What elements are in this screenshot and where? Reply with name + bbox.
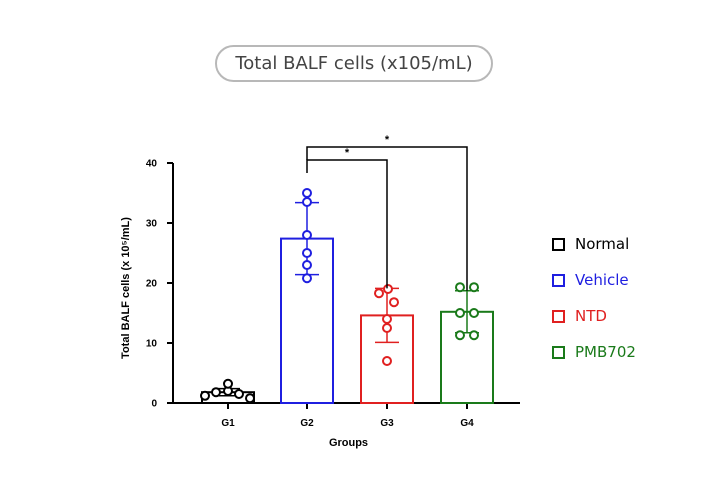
legend-swatch-ntd (552, 309, 565, 323)
y-tick-label: 0 (151, 399, 157, 410)
chart-title: Total BALF cells (x105/mL) (235, 53, 473, 74)
x-tick-label: G2 (300, 418, 314, 429)
data-point (455, 282, 465, 293)
data-point (302, 248, 312, 258)
x-axis-label: Groups (329, 437, 368, 449)
legend-swatch-vehicle (552, 273, 565, 287)
legend-swatch-normal (552, 237, 565, 251)
significance-bracket-g2-g4-label: * (385, 134, 390, 146)
data-point (382, 314, 392, 324)
data-point (455, 308, 465, 318)
data-point (382, 356, 392, 366)
bar-g2 (280, 237, 334, 404)
data-point (302, 260, 312, 270)
legend-item-ntd: NTD (552, 298, 636, 334)
data-point (374, 288, 384, 299)
legend-item-vehicle: Vehicle (552, 262, 636, 298)
significance-bracket-g2-g4 (306, 146, 468, 291)
data-point (211, 387, 221, 398)
y-tick-label: 10 (146, 339, 158, 350)
legend-swatch-pmb702 (552, 345, 565, 359)
data-point (383, 284, 393, 294)
data-point (455, 330, 465, 341)
data-point (302, 273, 312, 284)
data-point (245, 393, 255, 404)
data-point (302, 197, 312, 207)
data-point (302, 230, 312, 240)
data-point (389, 297, 399, 308)
data-point (469, 330, 479, 341)
chart-title-box: Total BALF cells (x105/mL) (215, 45, 493, 82)
data-point (469, 282, 479, 293)
legend-label-normal: Normal (575, 235, 630, 253)
legend: Normal Vehicle NTD PMB702 (552, 226, 636, 370)
significance-bracket-g2-g3 (306, 159, 388, 289)
data-point (223, 378, 233, 389)
x-tick-label: G3 (380, 418, 394, 429)
y-tick-label: 30 (146, 219, 158, 230)
data-point (234, 389, 244, 399)
legend-label-vehicle: Vehicle (575, 271, 629, 289)
data-point (382, 323, 392, 333)
y-axis-label: Total BALF cells (x 10⁵/mL) (120, 217, 132, 359)
legend-label-pmb702: PMB702 (575, 343, 636, 361)
x-tick-label: G4 (460, 418, 474, 429)
data-point (469, 308, 479, 318)
legend-item-normal: Normal (552, 226, 636, 262)
data-point (200, 390, 210, 401)
legend-item-pmb702: PMB702 (552, 334, 636, 370)
y-tick-label: 20 (146, 279, 158, 290)
x-tick-label: G1 (221, 418, 235, 429)
legend-label-ntd: NTD (575, 307, 607, 325)
y-tick-label: 40 (146, 159, 158, 170)
significance-bracket-g2-g3-label: * (345, 147, 350, 159)
data-point (302, 188, 312, 198)
